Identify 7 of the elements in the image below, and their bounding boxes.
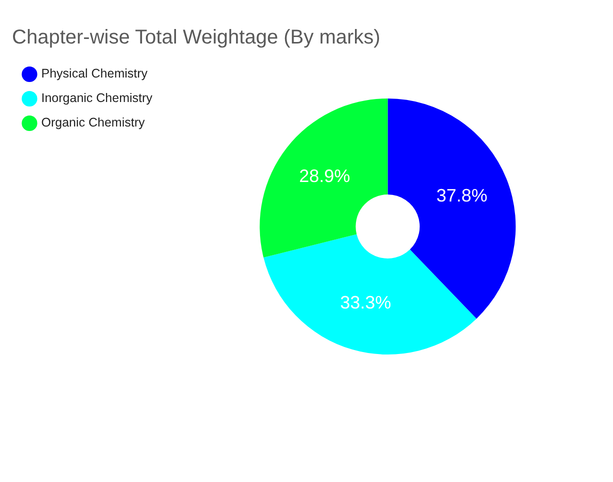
data-label: 28.9% bbox=[299, 166, 350, 186]
data-label: 33.3% bbox=[340, 292, 392, 312]
chart-title: Chapter-wise Total Weightage (By marks) bbox=[12, 26, 380, 49]
data-label: 37.8% bbox=[436, 186, 488, 206]
legend-label: Physical Chemistry bbox=[41, 66, 148, 81]
legend-label: Inorganic Chemistry bbox=[41, 91, 154, 106]
legend-label: Organic Chemistry bbox=[41, 116, 146, 130]
